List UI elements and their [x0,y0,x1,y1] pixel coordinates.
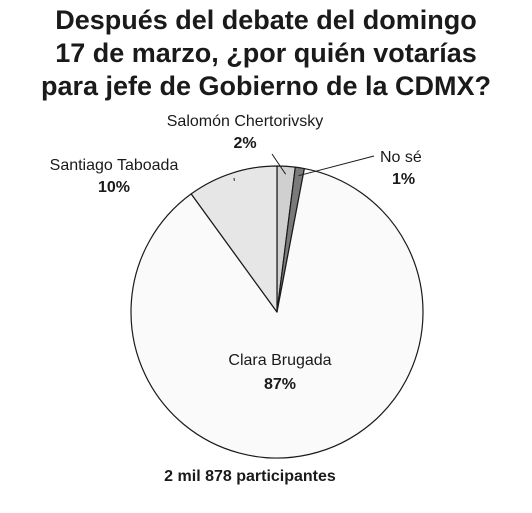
chart-title: Después del debate del domingo 17 de mar… [0,4,532,103]
leader-line-salomon-chertorivsky [271,153,287,175]
title-line-1: Después del debate del domingo [55,5,477,35]
pie-slices [130,165,424,459]
slice-value-santiago-taboada: 10% [98,179,130,196]
leader-line-no-se [298,155,375,177]
slice-label-clara-brugada: Clara Brugada [228,352,331,369]
slice-value-clara-brugada: 87% [264,376,296,393]
slice-value-salomon-chertorivsky: 2% [233,135,256,152]
participants-note: 2 mil 878 participantes [164,468,336,485]
slice-label-salomon-chertorivsky: Salomón Chertorivsky [167,113,324,130]
leader-lines [233,153,375,181]
slice-clara-brugada [130,167,424,459]
slice-santiago-taboada [190,165,278,313]
title-line-2: 17 de marzo, ¿por quién votarías [55,38,477,68]
slice-label-no-se: No sé [380,149,422,166]
slice-value-no-se: 1% [392,171,415,188]
slice-label-santiago-taboada: Santiago Taboada [50,157,179,174]
title-line-3: para jefe de Gobierno de la CDMX? [40,71,492,101]
